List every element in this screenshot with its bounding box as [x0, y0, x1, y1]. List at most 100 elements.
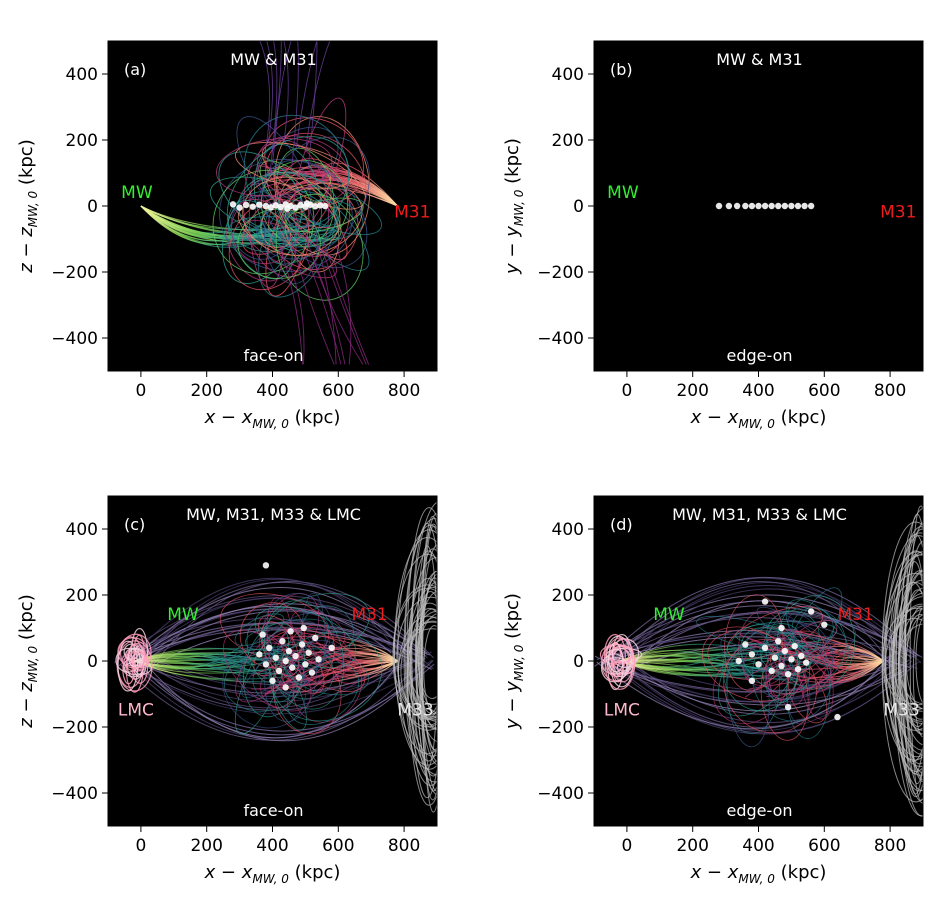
x-tick-label: 400	[256, 381, 288, 401]
loop-trajectory	[254, 606, 357, 669]
dwarf-point	[262, 562, 270, 569]
arc-trajectory	[130, 655, 398, 739]
loop-trajectory	[738, 610, 786, 684]
m33-trajectory	[898, 570, 923, 775]
y-axis-label: y − yMW, 0 (kpc)	[502, 593, 526, 730]
loop-trajectory	[272, 651, 342, 735]
x-tick-label: 200	[676, 381, 708, 401]
arc-trajectory	[599, 633, 918, 670]
loop-trajectory	[798, 642, 834, 720]
dwarf-point	[285, 647, 293, 655]
dwarf-point	[798, 652, 805, 660]
dwarf-point	[317, 202, 324, 209]
panel-label: (d)	[610, 515, 633, 534]
panel-label: (c)	[124, 515, 145, 534]
dwarf-point	[259, 631, 266, 638]
m33-trajectory	[422, 525, 437, 813]
dwarf-point	[715, 202, 723, 210]
arc-trajectory	[621, 617, 899, 666]
y-tick-label: −200	[537, 718, 584, 738]
loop-trajectory	[725, 643, 780, 734]
arc-trajectory	[596, 661, 884, 730]
m33-trajectory	[905, 614, 923, 710]
loop-trajectory	[234, 141, 353, 190]
trajectory-layer	[140, 41, 398, 365]
x-tick-label: 400	[742, 836, 774, 856]
loop-trajectory	[776, 620, 856, 664]
trajectory-layer	[113, 501, 437, 813]
arc-trajectory	[137, 656, 424, 694]
galaxy-label-m31: M31	[351, 605, 387, 625]
loop-trajectory	[768, 663, 804, 706]
dwarf-point	[784, 671, 792, 678]
loop-trajectory	[280, 624, 335, 693]
dwarf-point	[249, 203, 256, 210]
x-axis-label: x − xMW, 0 (kpc)	[690, 407, 827, 431]
loop-trajectory	[239, 602, 305, 668]
dwarf-point	[755, 661, 762, 668]
galaxy-label-lmc: LMC	[604, 700, 640, 720]
y-tick-label: −400	[51, 784, 98, 804]
lmc-trajectory	[604, 637, 636, 690]
dwarf-point	[272, 654, 279, 661]
dwarf-point	[803, 659, 810, 666]
dwarf-point	[302, 661, 309, 668]
y-tick-label: 200	[66, 131, 98, 151]
escape-trajectory	[335, 244, 352, 365]
arc-trajectory	[129, 577, 402, 659]
dwarf-point	[794, 202, 802, 210]
dwarf-point	[269, 677, 276, 684]
mw-trajectory	[140, 205, 288, 246]
loop-trajectory	[227, 200, 293, 280]
escape-trajectory	[323, 242, 370, 365]
panel-d: 0 200 400 600 800 −400 −200 0 200 400 x − xMW, 0 (…	[502, 495, 924, 886]
panel-b: 0 200 400 600 800 −400 −200 0 200 400 x − xMW, 0 (…	[502, 40, 924, 431]
loop-trajectory	[216, 138, 333, 197]
arc-trajectory	[605, 656, 911, 734]
arc-trajectory	[594, 600, 913, 667]
dwarf-point	[748, 651, 756, 658]
loop-trajectory	[228, 198, 310, 291]
dwarf-point	[277, 203, 284, 211]
loop-trajectory	[724, 594, 784, 692]
dwarf-point	[778, 624, 785, 632]
dwarf-point	[229, 201, 237, 208]
dwarf-point	[834, 713, 841, 721]
view-label: face-on	[243, 346, 303, 365]
m33-trajectory	[883, 551, 923, 758]
dwarf-point	[768, 667, 775, 675]
arc-trajectory	[113, 595, 428, 664]
dwarf-point	[303, 200, 311, 207]
dwarf-point	[262, 661, 270, 668]
loop-trajectory	[740, 627, 811, 695]
m33-trajectory	[414, 570, 437, 742]
dwarf-point	[292, 652, 299, 660]
mw-trajectory	[134, 660, 312, 683]
dwarf-point	[287, 628, 294, 635]
loop-trajectory	[223, 629, 312, 712]
loop-trajectory	[260, 182, 363, 256]
view-label: face-on	[243, 801, 303, 820]
loop-trajectory	[266, 597, 294, 684]
y-tick-label: −400	[51, 329, 98, 349]
arc-trajectory	[594, 655, 908, 706]
x-tick-label: 600	[322, 381, 354, 401]
loop-trajectory	[742, 639, 791, 686]
dwarf-point	[236, 204, 243, 211]
dwarf-point	[775, 202, 782, 210]
m33-trajectory	[901, 561, 923, 775]
view-label: edge-on	[727, 801, 793, 820]
dwarf-point	[289, 664, 296, 671]
arc-trajectory	[631, 659, 910, 715]
m33-trajectory	[417, 590, 437, 714]
y-tick-label: 400	[552, 520, 584, 540]
escape-trajectory	[288, 232, 335, 365]
x-tick-label: 200	[676, 836, 708, 856]
dwarf-point	[292, 204, 299, 211]
x-tick-label: 400	[742, 381, 774, 401]
dwarf-point	[295, 674, 303, 681]
dwarf-point	[807, 202, 815, 210]
arc-trajectory	[152, 580, 434, 667]
m33-trajectory	[903, 553, 923, 795]
galaxy-label-m31: M31	[394, 203, 430, 223]
